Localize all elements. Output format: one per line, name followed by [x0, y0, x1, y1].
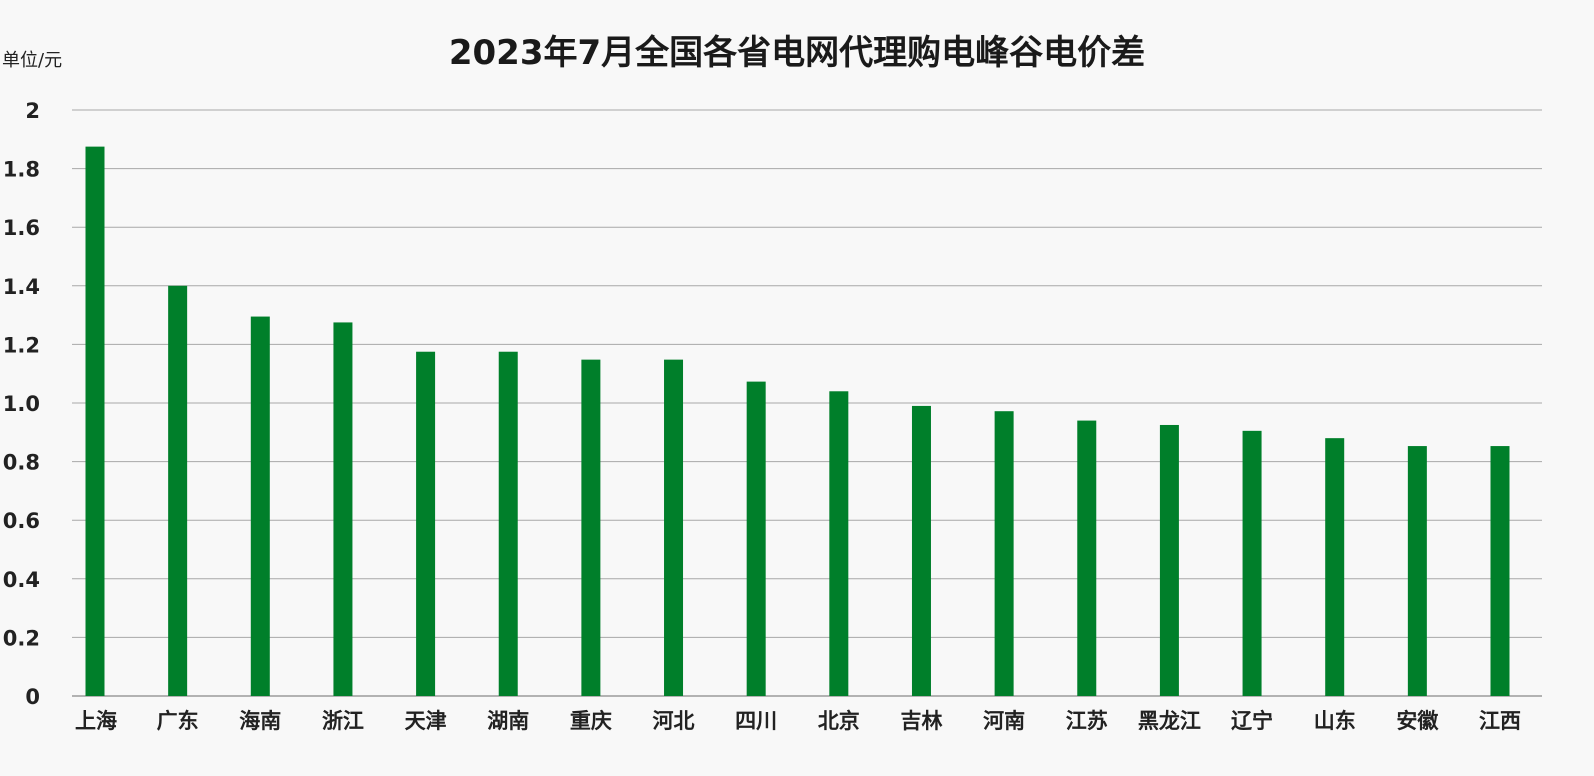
bar: [1490, 446, 1510, 696]
bar: [168, 285, 188, 696]
y-tick-label: 1.6: [3, 216, 40, 240]
x-axis-ticks: 上海 广东 海南 浙江 天津 湖南 重庆 河北 四川 北京 吉林 河南 江苏 黑龙江 辽宁 山东 安徽 江西: [75, 709, 1521, 733]
y-tick-label: 0: [25, 685, 40, 709]
x-tick-label: 河北: [653, 709, 695, 733]
y-tick-label: 0.2: [3, 626, 40, 650]
chart-title: 2023年7月全国各省电网代理购电峰谷电价差: [449, 33, 1145, 73]
y-tick-label: 1.2: [3, 333, 40, 357]
y-tick-label: 2: [25, 99, 40, 123]
bars: [85, 146, 1510, 696]
bar: [829, 391, 849, 696]
bar: [1077, 420, 1097, 696]
x-tick-label: 天津: [405, 709, 447, 733]
bar: [333, 322, 353, 696]
bar: [85, 146, 105, 696]
bar: [498, 351, 518, 696]
x-tick-label: 吉林: [900, 709, 942, 733]
bar: [416, 351, 436, 696]
bar: [911, 405, 931, 696]
gridlines: [72, 109, 1542, 697]
unit-label: 单位/元: [2, 50, 62, 71]
y-tick-label: 1.0: [3, 392, 40, 416]
x-tick-label: 重庆: [570, 709, 612, 733]
x-tick-label: 山东: [1314, 709, 1356, 733]
y-tick-label: 1.4: [3, 275, 40, 299]
y-axis-ticks: 0 0.2 0.4 0.6 0.8 1.0 1.2 1.4 1.6 1.8 2: [3, 99, 40, 709]
x-tick-label: 浙江: [322, 709, 364, 733]
x-tick-label: 黑龙江: [1138, 709, 1201, 733]
x-tick-label: 湖南: [487, 709, 529, 733]
bar: [581, 359, 601, 696]
x-tick-label: 四川: [735, 709, 777, 733]
bar: [664, 359, 684, 696]
bar: [994, 411, 1014, 696]
y-tick-label: 0.6: [3, 509, 40, 533]
x-tick-label: 江西: [1479, 709, 1521, 733]
y-tick-label: 0.4: [3, 568, 40, 592]
x-tick-label: 河南: [983, 709, 1025, 733]
bar: [1407, 446, 1427, 696]
y-tick-label: 0.8: [3, 451, 40, 475]
x-tick-label: 江苏: [1066, 709, 1108, 733]
bar: [250, 316, 270, 696]
x-tick-label: 海南: [239, 709, 281, 733]
bar: [1242, 430, 1262, 696]
x-tick-label: 北京: [818, 709, 860, 733]
x-tick-label: 广东: [157, 709, 199, 733]
y-tick-label: 1.8: [3, 158, 40, 182]
x-tick-label: 安徽: [1396, 709, 1439, 733]
bar: [1159, 424, 1179, 696]
bar: [746, 381, 766, 696]
bar: [1325, 438, 1345, 696]
x-tick-label: 辽宁: [1231, 709, 1273, 733]
x-tick-label: 上海: [75, 709, 117, 733]
